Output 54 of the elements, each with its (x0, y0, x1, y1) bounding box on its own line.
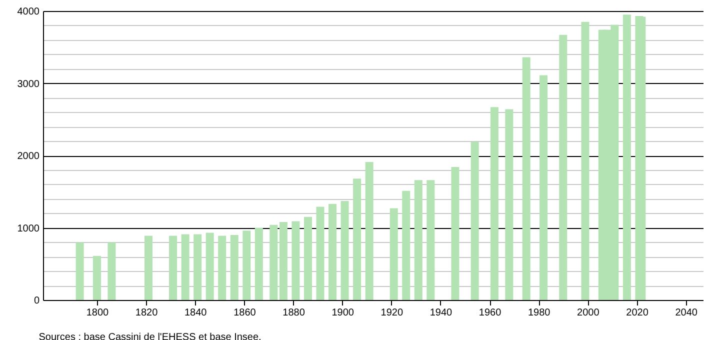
bar (242, 230, 251, 300)
x-tick-label: 1920 (380, 308, 404, 318)
bar (402, 190, 410, 300)
bar (390, 208, 398, 300)
x-tick-label: 1820 (135, 308, 158, 318)
x-tick-label: 2000 (577, 308, 600, 318)
y-tick-label: 2000 (17, 151, 40, 162)
y-tick-label: 3000 (17, 78, 40, 90)
x-tick-label: 1940 (430, 308, 453, 318)
bar (353, 178, 362, 300)
bar (76, 242, 84, 300)
bar (270, 224, 278, 300)
bar (194, 234, 202, 300)
bar (206, 232, 214, 300)
x-tick-label: 1860 (234, 308, 256, 318)
bar (316, 206, 324, 300)
bar (635, 16, 644, 300)
bar (414, 180, 422, 300)
bar (426, 180, 435, 300)
bar (340, 201, 349, 300)
y-tick-label: 4000 (17, 6, 40, 18)
y-tick-label: 1000 (17, 223, 40, 234)
bar (108, 242, 116, 300)
bar (230, 234, 238, 300)
bar (279, 222, 288, 300)
y-tick-label: 0 (34, 296, 40, 306)
bar (304, 216, 312, 300)
x-tick-label: 1840 (184, 308, 208, 318)
bar (505, 109, 514, 300)
bar (292, 221, 300, 300)
bar (451, 167, 460, 300)
bar (470, 142, 479, 300)
x-tick-label: 1980 (528, 308, 551, 318)
bar (490, 107, 498, 300)
x-tick-label: 1800 (86, 308, 110, 318)
bar (559, 34, 568, 300)
bar (328, 204, 337, 300)
bar (622, 14, 631, 300)
x-tick-label: 1880 (282, 308, 306, 318)
x-tick-label: 1960 (478, 308, 502, 318)
bar (365, 162, 374, 300)
x-tick-label: 2040 (675, 308, 698, 318)
bar (540, 75, 548, 300)
source-note: Sources : base Cassini de l'EHESS et base Insee. (38, 332, 262, 340)
bar (169, 236, 178, 300)
bar (522, 57, 530, 300)
x-tick-label: 1900 (332, 308, 354, 318)
bar (254, 228, 263, 300)
bar (218, 236, 226, 300)
bar (581, 22, 590, 300)
x-tick-label: 2020 (626, 308, 649, 318)
bar (144, 236, 152, 300)
bar (181, 234, 190, 300)
bar (92, 256, 101, 300)
